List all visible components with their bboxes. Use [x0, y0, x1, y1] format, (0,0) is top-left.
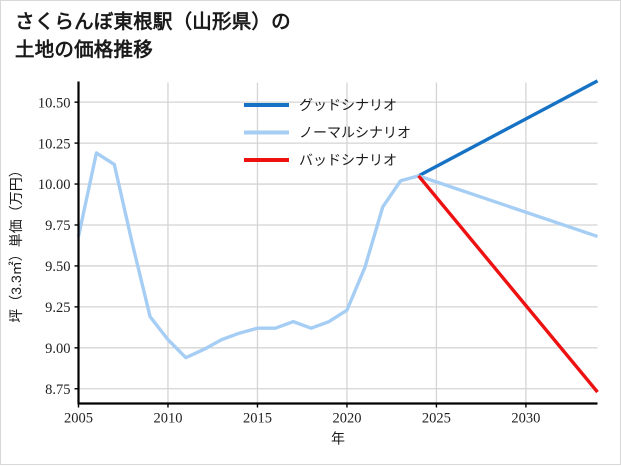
x-tick-label: 2010 [153, 411, 182, 427]
series-line-good [417, 79, 599, 178]
y-tick-label: 9.25 [45, 300, 70, 316]
y-tick-label: 10.25 [38, 136, 71, 152]
x-tick-label: 2015 [243, 411, 272, 427]
y-axis-ticks: 8.75 9.00 9.25 9.50 9.75 10.00 10.25 10.50 [38, 95, 79, 398]
y-tick-label: 9.50 [45, 259, 70, 275]
y-tick-label: 9.00 [45, 341, 70, 357]
x-tick-label: 2030 [511, 411, 540, 427]
series-line-bad [417, 174, 599, 394]
x-axis-label: 年 [331, 431, 345, 447]
x-tick-label: 2005 [64, 411, 93, 427]
x-tick-label: 2020 [332, 411, 361, 427]
y-tick-label: 9.75 [45, 218, 70, 234]
y-tick-label: 8.75 [45, 382, 70, 398]
series-line-normal [76, 151, 599, 360]
axis-spines [77, 81, 598, 405]
legend-label-1: ノーマルシナリオ [299, 125, 411, 141]
data-series [76, 79, 599, 394]
gridlines [77, 82, 598, 404]
page-title: さくらんぼ東根駅（山形県）の 土地の価格推移 [15, 11, 291, 61]
legend-label-2: バッドシナリオ [299, 152, 397, 168]
x-axis-ticks: 2005 2010 2015 2020 2025 2030 [64, 403, 540, 427]
y-axis-label: 坪（3.3㎡）単価（万円） [8, 163, 24, 322]
x-tick-label: 2025 [422, 411, 451, 427]
legend-label-0: グッドシナリオ [299, 97, 397, 113]
y-tick-label: 10.50 [38, 95, 71, 111]
y-tick-label: 10.00 [38, 177, 71, 193]
